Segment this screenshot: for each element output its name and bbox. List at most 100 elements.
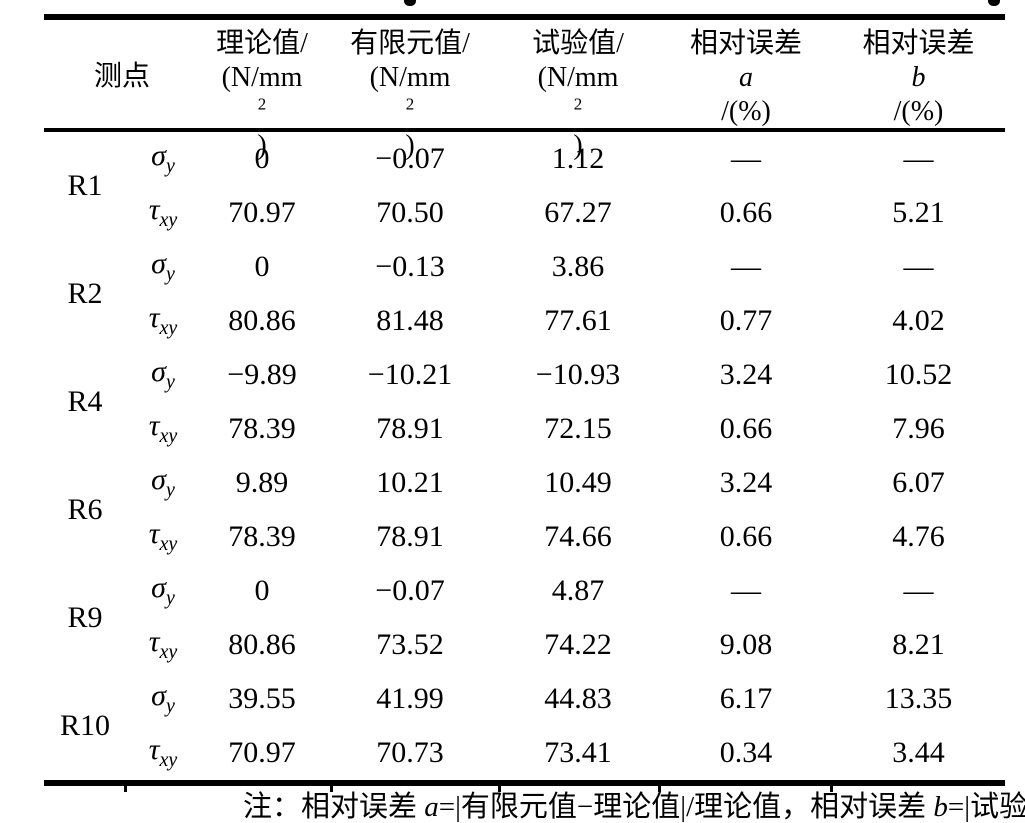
unit-exponent: 2 xyxy=(573,94,583,114)
cell-fem: 10.21 xyxy=(376,466,444,499)
error-b-unit-text: /(%) xyxy=(893,96,944,127)
cell-fem: 78.91 xyxy=(376,520,444,553)
error-a-unit-text: /(%) xyxy=(721,96,771,127)
cell-fem: 70.50 xyxy=(376,196,444,229)
unit-open: (N/mm xyxy=(369,62,451,93)
subscript: xy xyxy=(159,533,178,555)
cell-error-b: — xyxy=(903,142,934,175)
column-separator-tick xyxy=(658,785,661,792)
tau-glyph: τ xyxy=(148,301,160,334)
cell-error-b: 4.02 xyxy=(892,304,945,337)
table-row: R6 σy 9.89 10.21 10.49 3.24 6.07 xyxy=(44,456,1005,526)
stress-comparison-table: 测点 理论值/ (N/mm 2) 有限元值/ (N/mm 2) 试验值/ (N/mm… xyxy=(44,14,1006,786)
cell-error-b: — xyxy=(903,574,934,607)
cell-test: 1.12 xyxy=(551,142,605,175)
cell-test: 74.66 xyxy=(544,520,612,553)
header-error-a-label: 相对误差 xyxy=(690,28,803,59)
error-a-variable: a xyxy=(739,62,754,93)
cell-fem: −10.21 xyxy=(367,358,453,391)
header-row: 测点 理论值/ (N/mm 2) 有限元值/ (N/mm 2) 试验值/ (N/mm… xyxy=(44,17,1006,161)
point-label: R9 xyxy=(67,601,103,634)
cell-theory: 39.55 xyxy=(228,682,296,715)
tau-glyph: τ xyxy=(148,409,160,442)
cell-error-a: 0.66 xyxy=(719,196,773,229)
subscript: y xyxy=(165,695,175,717)
cell-error-b: 8.21 xyxy=(892,628,945,661)
footnote-formula-a: =|有限元值−理论值|/理论值，相对误差 xyxy=(438,791,934,823)
header-theory-unit: (N/mm 2) xyxy=(200,61,324,163)
table-row: R9 σy 0 −0.07 4.87 — — xyxy=(44,564,1005,634)
sigma-y-symbol: σy xyxy=(126,564,200,618)
cell-fem: −0.07 xyxy=(375,574,445,607)
footnote-prefix: 注：相对误差 xyxy=(243,791,425,823)
cell-test: 73.41 xyxy=(544,736,612,769)
cell-fem: −0.13 xyxy=(375,250,445,283)
column-separator-tick xyxy=(330,785,333,792)
header-fem: 有限元值/ (N/mm 2) xyxy=(324,17,497,161)
subscript: xy xyxy=(159,425,178,447)
cell-test: 3.86 xyxy=(551,250,605,283)
subscript: y xyxy=(165,263,175,285)
cell-fem: 81.48 xyxy=(376,304,444,337)
header-error-b: 相对误差 b/(%) xyxy=(832,17,1006,132)
cell-error-b: 10.52 xyxy=(884,358,953,391)
point-label: R6 xyxy=(67,493,103,526)
cell-theory: 80.86 xyxy=(228,628,296,661)
footnote-variable-a: a xyxy=(424,791,439,823)
header-error-b-label: 相对误差 xyxy=(862,28,975,59)
sigma-y-symbol: σy xyxy=(126,130,200,186)
column-separator-tick xyxy=(830,785,833,792)
header-theory-label: 理论值/ xyxy=(216,28,308,59)
cell-error-b: — xyxy=(903,250,934,283)
subscript: y xyxy=(165,479,175,501)
unit-exponent: 2 xyxy=(257,94,267,114)
cell-theory: 70.97 xyxy=(228,736,296,769)
cell-error-b: 7.96 xyxy=(892,412,945,445)
header-test: 试验值/ (N/mm 2) xyxy=(496,17,661,161)
unit-close: ) xyxy=(257,130,267,161)
subscript: xy xyxy=(159,209,178,231)
cell-theory: 9.89 xyxy=(235,466,289,499)
sigma-y-symbol: σy xyxy=(126,456,200,510)
cell-theory: −9.89 xyxy=(227,358,297,391)
table-container: 测点 理论值/ (N/mm 2) 有限元值/ (N/mm 2) 试验值/ (N/mm… xyxy=(44,14,1006,786)
cell-error-b: 6.07 xyxy=(892,466,945,499)
cell-test: 72.15 xyxy=(544,412,612,445)
cell-error-a: 3.24 xyxy=(719,466,773,499)
cell-error-a: 0.66 xyxy=(719,520,773,553)
footnote-variable-b: b xyxy=(933,791,948,823)
cell-test: 74.22 xyxy=(544,628,612,661)
header-test-label: 试验值/ xyxy=(532,28,624,59)
table-row: τxy 78.39 78.91 72.15 0.66 7.96 xyxy=(44,402,1005,456)
table-footnote: 注：相对误差 a=|有限元值−理论值|/理论值，相对误差 b=|试验 xyxy=(243,792,1025,822)
sigma-y-symbol: σy xyxy=(126,240,200,294)
cell-test: 4.87 xyxy=(551,574,605,607)
subscript: xy xyxy=(159,317,178,339)
cell-error-a: — xyxy=(731,574,762,607)
tau-glyph: τ xyxy=(148,733,160,766)
table-row: τxy 70.97 70.50 67.27 0.66 5.21 xyxy=(44,186,1005,240)
cell-fem: 73.52 xyxy=(376,628,444,661)
cell-test: 44.83 xyxy=(544,682,612,715)
table-row: τxy 80.86 73.52 74.22 9.08 8.21 xyxy=(44,618,1005,672)
column-separator-tick xyxy=(124,785,127,792)
column-separator-tick xyxy=(498,785,501,792)
header-theory: 理论值/ (N/mm 2) xyxy=(200,17,325,161)
cell-error-a: 3.24 xyxy=(719,358,773,391)
header-error-b-unit: b/(%) xyxy=(832,61,1005,129)
sigma-glyph: σ xyxy=(151,571,166,604)
cell-theory: 0 xyxy=(254,142,270,175)
unit-close: ) xyxy=(573,130,583,161)
tau-glyph: τ xyxy=(148,625,160,658)
cell-theory: 78.39 xyxy=(228,520,296,553)
tau-xy-symbol: τxy xyxy=(126,294,200,348)
subscript: y xyxy=(165,587,175,609)
cell-fem: 70.73 xyxy=(376,736,444,769)
cell-theory: 78.39 xyxy=(228,412,296,445)
point-label: R2 xyxy=(67,277,103,310)
cell-error-a: 0.66 xyxy=(719,412,773,445)
cell-error-b: 13.35 xyxy=(884,682,953,715)
header-point: 测点 xyxy=(44,17,201,132)
cell-theory: 0 xyxy=(254,250,270,283)
